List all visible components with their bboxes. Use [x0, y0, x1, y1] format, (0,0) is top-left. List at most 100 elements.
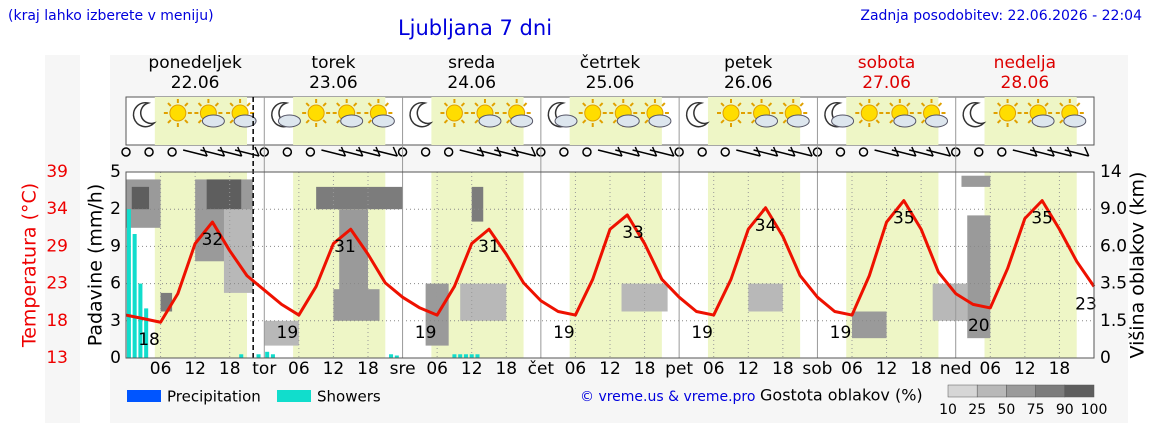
cloud-swatch — [947, 384, 978, 398]
shower-bar — [458, 354, 463, 358]
sun-ray — [937, 102, 943, 107]
sun-ray — [582, 119, 587, 124]
wind-barb — [234, 149, 260, 157]
cloud-icon — [893, 114, 917, 128]
moon-icon — [409, 101, 434, 128]
x-tick-label: tor — [252, 359, 276, 379]
wind-barb — [615, 149, 640, 157]
temp-label: 19 — [415, 323, 437, 343]
day-name: četrtek — [580, 53, 641, 73]
wind-calm — [974, 147, 984, 157]
day-date: 24.06 — [447, 73, 496, 93]
temp-label: 19 — [553, 323, 575, 343]
cloud-cell — [471, 186, 484, 222]
sun-ray — [460, 119, 466, 124]
wind-calm — [582, 147, 592, 157]
sun-ray — [506, 102, 511, 107]
cloud-icon — [786, 114, 810, 128]
cloud-cell — [748, 283, 783, 312]
cloud-cell — [264, 320, 299, 346]
cloud-icon — [831, 114, 855, 128]
shower-bar — [463, 354, 468, 358]
temp-label: 19 — [830, 323, 852, 343]
plot-frame — [125, 171, 1095, 359]
sun-ray — [1027, 119, 1032, 124]
sun-ray — [750, 119, 756, 124]
sun-ray — [197, 119, 203, 124]
wind-barb — [669, 146, 675, 157]
x-tick-label: čet — [528, 359, 555, 379]
wind-calm — [720, 147, 730, 157]
y-tick-label: 39 — [46, 162, 68, 182]
wind-barb — [632, 149, 657, 157]
chart-title: Ljubljana 7 dni — [398, 16, 552, 40]
note: (kraj lahko izberete v meniju) — [8, 8, 214, 24]
sun-icon — [860, 104, 878, 122]
shower-bar — [126, 209, 131, 358]
cloud-level-label: 75 — [1027, 402, 1045, 418]
sun-ray — [750, 102, 756, 107]
cloud-swatch — [976, 384, 1007, 398]
x-tick-label: sre — [390, 359, 416, 379]
wind-calm — [559, 147, 569, 157]
x-tick-label: 12 — [737, 359, 759, 379]
cloud-icon — [648, 114, 672, 128]
sun-ray — [443, 119, 449, 124]
sun-ray — [1059, 119, 1064, 124]
x-tick-label: 06 — [841, 359, 863, 379]
cloud-icon — [616, 114, 640, 128]
day-date: 23.06 — [309, 73, 358, 93]
day-name: nedelja — [994, 53, 1056, 73]
wind-calm — [858, 147, 869, 157]
precip-tick-label: 0 — [110, 348, 121, 368]
temp-label: 35 — [1031, 209, 1053, 229]
shower-bar — [239, 354, 244, 358]
day-date: 26.06 — [724, 73, 773, 93]
x-tick-label: 12 — [323, 359, 345, 379]
cloud-level-label: 90 — [1056, 402, 1074, 418]
x-tick-label: ned — [940, 359, 972, 379]
sun-ray — [214, 102, 220, 107]
sun-ray — [720, 102, 725, 107]
wind-barb — [597, 149, 623, 157]
wind-calm — [144, 147, 154, 157]
sun-ray — [1059, 102, 1064, 107]
shower-bar — [265, 351, 270, 358]
sun-ray — [460, 102, 466, 107]
cloud-level-label: 50 — [997, 402, 1015, 418]
y2-axis-title: Višina oblakov (km) — [1127, 172, 1149, 359]
wind-calm — [997, 147, 1007, 157]
sun-ray — [1013, 102, 1019, 107]
precip-tick-label: 5 — [110, 162, 121, 182]
wind-barb — [1084, 146, 1090, 157]
credit: © vreme.us & vreme.pro — [580, 389, 755, 405]
temp-label: 19 — [277, 323, 299, 343]
temp-label: 32 — [202, 230, 224, 250]
sun-ray — [184, 102, 189, 107]
wind-calm — [420, 147, 431, 157]
shower-bar — [389, 354, 394, 358]
sun-ray — [612, 102, 617, 107]
cloud-cell — [206, 179, 242, 210]
wind-barb — [874, 149, 899, 157]
cloud-level-label: 10 — [939, 402, 957, 418]
wind-calm — [167, 147, 177, 157]
wind-barb — [459, 149, 484, 157]
wind-barb — [373, 149, 398, 157]
sun-ray — [336, 102, 341, 107]
sun-ray — [1044, 102, 1049, 107]
x-tick-label: 06 — [150, 359, 172, 379]
cloud-icon — [371, 114, 395, 128]
wind-barb — [494, 149, 519, 157]
sun-ray — [336, 119, 341, 124]
precip-tick-label: 3 — [110, 311, 121, 331]
temp-label: 23 — [1075, 294, 1097, 314]
sun-ray — [889, 102, 894, 107]
sun-ray — [906, 102, 911, 107]
sun-ray — [996, 119, 1002, 124]
sun-ray — [889, 119, 894, 124]
cloud-cell — [131, 186, 150, 210]
y-tick-label: 18 — [46, 311, 68, 331]
sun-ray — [506, 119, 511, 124]
sun-ray — [629, 102, 634, 107]
